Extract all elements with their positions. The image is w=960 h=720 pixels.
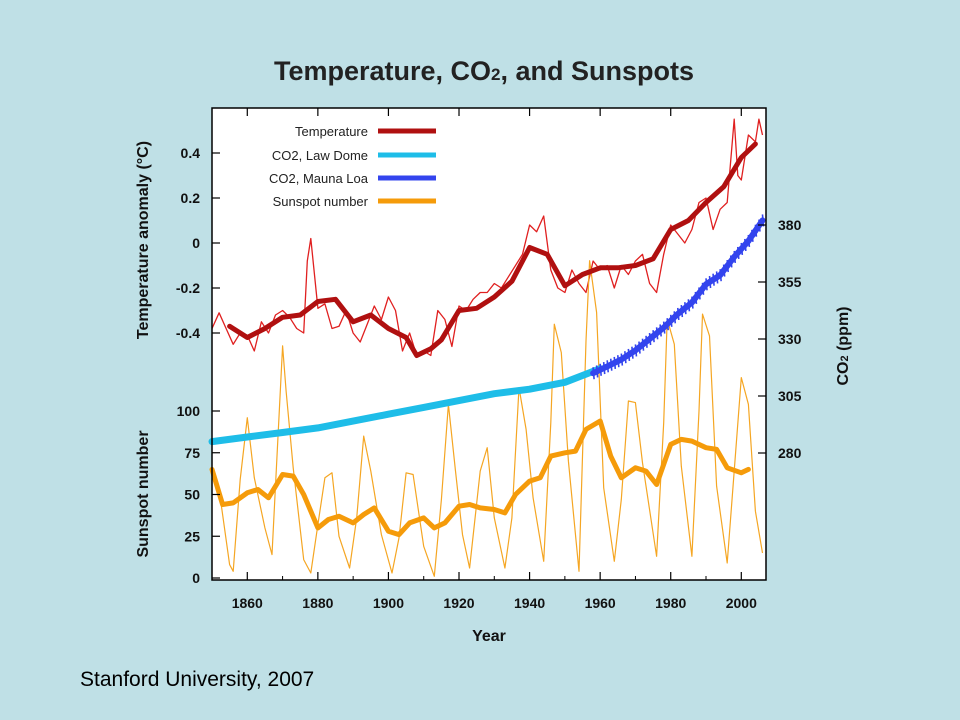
mauna-loa-seasonal-tick [751,229,754,242]
co2-y-tick-label: 280 [778,445,802,461]
x-tick-label: 1940 [514,595,545,611]
sunspot-y-tick-label: 50 [184,487,200,503]
source-credit: Stanford University, 2007 [80,668,315,691]
mauna-loa-seasonal-tick [606,360,610,373]
mauna-loa-seasonal-tick [624,351,627,364]
mauna-loa-seasonal-tick [729,255,733,268]
sunspot-y-tick-label: 25 [184,528,200,544]
mauna-loa-seasonal-tick [715,271,719,284]
mauna-loa-seasonal-tick [708,275,712,289]
mauna-loa-seasonal-tick [684,302,687,315]
sunspot-y-tick-label: 75 [184,445,200,461]
mauna-loa-seasonal-tick [687,299,691,312]
mauna-loa-seasonal-tick [662,321,666,334]
sunspot-y-tick-label: 100 [177,403,201,419]
mauna-loa-seasonal-tick [609,358,613,371]
x-tick-label: 1920 [443,595,474,611]
mauna-loa-seasonal-tick [747,234,751,248]
mauna-loa-seasonal-tick [613,356,617,370]
mauna-loa-seasonal-tick [736,246,740,259]
mauna-loa-seasonal-tick [701,282,705,295]
mauna-loa-seasonal-tick [634,344,638,357]
x-axis-label: Year [472,628,506,645]
co2-y-tick-label: 355 [778,274,802,290]
mauna-loa-seasonal-tick [740,242,744,256]
mauna-loa-seasonal-tick [676,307,680,320]
mauna-loa-seasonal-tick [666,318,669,331]
mauna-loa-seasonal-tick [680,305,684,318]
chart-title: Temperature, CO2, and Sunspots [274,56,694,86]
mauna-loa-seasonal-tick [592,367,595,380]
x-tick-label: 2000 [726,595,757,611]
co2-axis-label: CO2 (ppm) [835,307,852,386]
x-tick-label: 1980 [655,595,686,611]
legend-label-sunspot-number: Sunspot number [273,194,369,209]
mauna-loa-seasonal-tick [641,338,645,351]
series-temperature [227,141,758,358]
mauna-loa-seasonal-tick [652,330,655,343]
series-sunspot-number [209,418,751,538]
mauna-loa-seasonal-tick [599,363,602,376]
co2-y-tick-label: 380 [778,217,802,233]
mauna-loa-seasonal-tick [616,355,620,368]
mauna-loa-seasonal-tick [602,362,606,375]
mauna-loa-seasonal-tick [669,314,673,327]
mauna-loa-seasonal-tick [659,324,662,337]
mauna-loa-seasonal-tick [744,238,747,252]
legend-label-co2-mauna-loa: CO2, Mauna Loa [269,171,369,186]
mauna-loa-seasonal-tick [645,335,648,348]
x-tick-label: 1960 [585,595,616,611]
mauna-loa-seasonal-tick [673,311,677,324]
sunspot-axis-label: Sunspot number [135,430,152,557]
mauna-loa-seasonal-tick [698,287,701,300]
temp-y-tick-label: -0.2 [176,280,200,296]
mauna-loa-seasonal-tick [595,365,599,378]
temp-y-tick-label: 0.4 [181,145,201,161]
mauna-loa-seasonal-tick [705,278,708,291]
mauna-loa-seasonal-tick [638,341,641,354]
mauna-loa-seasonal-tick [691,296,694,309]
sunspot-y-tick-label: 0 [192,570,200,586]
sunspot-annual-line [211,260,764,577]
mauna-loa-seasonal-tick [722,264,726,277]
co2-y-tick-label: 305 [778,388,802,404]
mauna-loa-seasonal-tick [648,332,652,346]
temperature-annual-line [211,118,764,357]
mauna-loa-seasonal-tick [733,250,737,263]
temp-y-tick-label: 0 [192,235,200,251]
mauna-loa-seasonal-tick [655,327,659,340]
co2-y-tick-label: 330 [778,331,802,347]
mauna-loa-seasonal-tick [631,346,634,359]
mauna-loa-seasonal-tick [719,269,722,282]
mauna-loa-seasonal-tick [694,291,698,305]
x-tick-label: 1860 [232,595,263,611]
temperature-axis-label: Temperature anomaly (°C) [135,141,152,339]
legend-label-temperature: Temperature [295,124,368,139]
mauna-loa-seasonal-tick [726,259,729,273]
temp-y-tick-label: -0.4 [176,325,200,341]
mauna-loa-seasonal-tick [620,353,624,366]
x-tick-label: 1900 [373,595,404,611]
series-co2-law-dome [208,365,604,446]
mauna-loa-seasonal-tick [754,224,758,237]
mauna-loa-seasonal-tick [627,348,631,362]
plot-frame [211,107,767,581]
temp-y-tick-label: 0.2 [181,190,201,206]
legend-label-co2-law-dome: CO2, Law Dome [272,148,368,163]
mauna-loa-seasonal-tick [712,273,715,286]
x-tick-label: 1880 [302,595,333,611]
